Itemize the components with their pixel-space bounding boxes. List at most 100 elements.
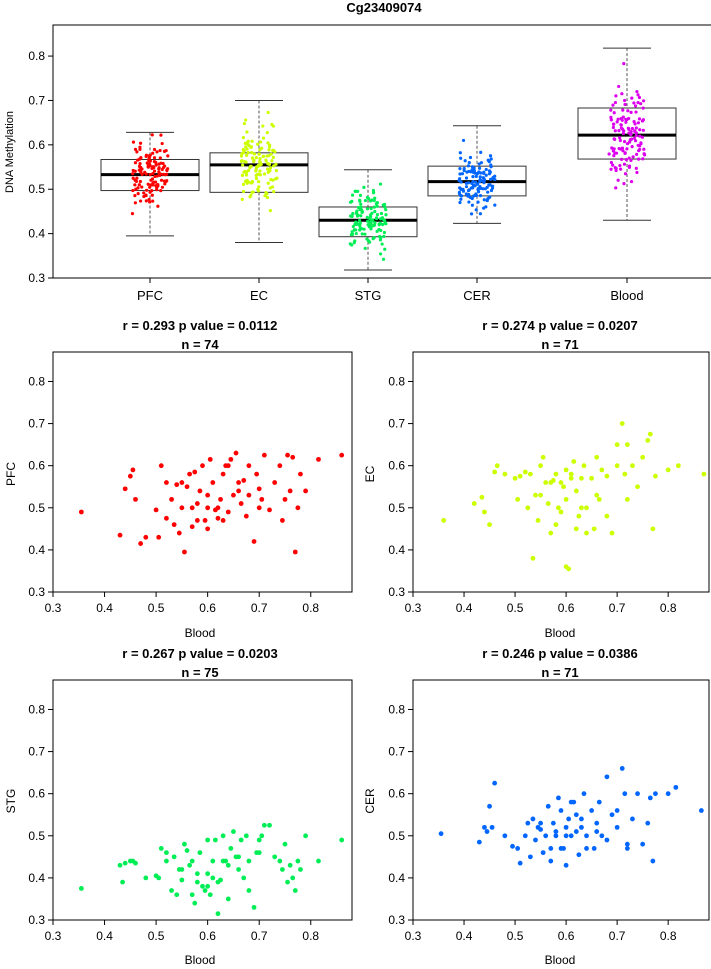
- jitter-point: [363, 246, 367, 250]
- jitter-point: [265, 195, 270, 200]
- scatter-point: [256, 505, 262, 511]
- jitter-point: [162, 149, 167, 153]
- jitter-point: [257, 152, 261, 156]
- jitter-point: [160, 167, 164, 172]
- jitter-point: [630, 96, 634, 100]
- scatter-point: [298, 867, 303, 872]
- jitter-point: [256, 142, 260, 146]
- jitter-point: [240, 197, 244, 201]
- scatter-point: [189, 505, 195, 511]
- jitter-point: [351, 224, 355, 229]
- scatter-point: [220, 471, 226, 477]
- scatter-point: [256, 837, 262, 843]
- jitter-point: [632, 136, 637, 140]
- boxplot-x-tick-label: Blood: [610, 288, 643, 303]
- scatter-cer-title-line1: r = 0.246 p value = 0.0386: [482, 646, 637, 661]
- jitter-point: [458, 172, 462, 176]
- jitter-point: [478, 194, 483, 198]
- scatter-point: [130, 467, 136, 473]
- jitter-point: [165, 179, 169, 183]
- scatter-point: [558, 509, 564, 515]
- scatter-point: [576, 513, 582, 519]
- scatter-point: [535, 518, 541, 523]
- jitter-point: [146, 162, 150, 167]
- jitter-point: [150, 133, 154, 137]
- scatter-point: [589, 475, 595, 481]
- scatter-point: [604, 774, 610, 780]
- jitter-point: [138, 199, 143, 203]
- scatter-point: [169, 888, 174, 893]
- scatter-pfc-frame: [52, 351, 353, 593]
- jitter-point: [270, 159, 274, 163]
- jitter-point: [485, 185, 489, 189]
- jitter-point: [635, 170, 639, 175]
- jitter-point: [491, 175, 495, 180]
- jitter-point: [629, 158, 633, 163]
- scatter-point: [256, 486, 262, 492]
- jitter-point: [138, 145, 142, 149]
- scatter-point: [624, 841, 630, 847]
- scatter-ec-xlabel: Blood: [545, 626, 576, 640]
- scatter-point: [650, 858, 656, 864]
- jitter-point: [626, 109, 630, 113]
- jitter-point: [258, 163, 262, 167]
- jitter-point: [354, 220, 358, 224]
- jitter-point: [613, 129, 617, 133]
- scatter-point: [579, 816, 584, 822]
- boxplot-x-tick-label: STG: [355, 288, 382, 303]
- jitter-point: [459, 156, 463, 160]
- scatter-point: [563, 467, 569, 473]
- jitter-point: [131, 140, 136, 144]
- jitter-point: [378, 234, 382, 239]
- scatter-point: [205, 492, 211, 498]
- scatter-point: [256, 850, 262, 856]
- jitter-point: [242, 121, 247, 126]
- jitter-point: [472, 194, 476, 198]
- scatter-x-tick-label: 0.7: [251, 601, 268, 615]
- scatter-point: [645, 438, 651, 443]
- jitter-point: [250, 139, 254, 143]
- jitter-point: [146, 182, 150, 186]
- scatter-panel-stg: r = 0.267 p value = 0.0203 n = 75 Blood …: [4, 646, 353, 967]
- jitter-point: [250, 180, 254, 184]
- jitter-point: [621, 108, 625, 112]
- scatter-point: [164, 515, 169, 521]
- jitter-point: [615, 120, 619, 124]
- jitter-point: [641, 157, 645, 161]
- jitter-point: [246, 151, 250, 155]
- scatter-point: [484, 829, 490, 834]
- scatter-y-tick-label: 0.5: [388, 501, 405, 515]
- scatter-point: [210, 858, 216, 864]
- scatter-point: [179, 877, 185, 883]
- jitter-point: [461, 187, 465, 191]
- scatter-point: [117, 862, 123, 868]
- jitter-point: [622, 61, 626, 66]
- scatter-point: [653, 473, 658, 479]
- jitter-point: [611, 103, 615, 107]
- scatter-point: [215, 505, 221, 511]
- jitter-point: [486, 190, 490, 194]
- scatter-point: [212, 837, 218, 843]
- scatter-point: [624, 496, 630, 502]
- jitter-point: [265, 154, 269, 158]
- scatter-point: [556, 795, 561, 801]
- jitter-point: [359, 208, 364, 212]
- scatter-point: [189, 892, 195, 898]
- jitter-point: [258, 159, 262, 164]
- scatter-point: [202, 518, 208, 523]
- jitter-point: [622, 162, 627, 166]
- scatter-point: [482, 824, 487, 830]
- jitter-point: [365, 207, 370, 211]
- jitter-point: [245, 153, 249, 157]
- jitter-point: [258, 169, 262, 173]
- jitter-point: [131, 172, 135, 176]
- jitter-point: [630, 145, 634, 149]
- jitter-point: [363, 198, 367, 203]
- jitter-point: [357, 218, 362, 223]
- scatter-point: [650, 526, 656, 532]
- scatter-point: [591, 526, 597, 532]
- scatter-x-tick-label: 0.6: [558, 601, 575, 615]
- scatter-y-tick-label: 0.6: [28, 787, 45, 801]
- jitter-point: [609, 108, 613, 112]
- jitter-point: [139, 156, 143, 160]
